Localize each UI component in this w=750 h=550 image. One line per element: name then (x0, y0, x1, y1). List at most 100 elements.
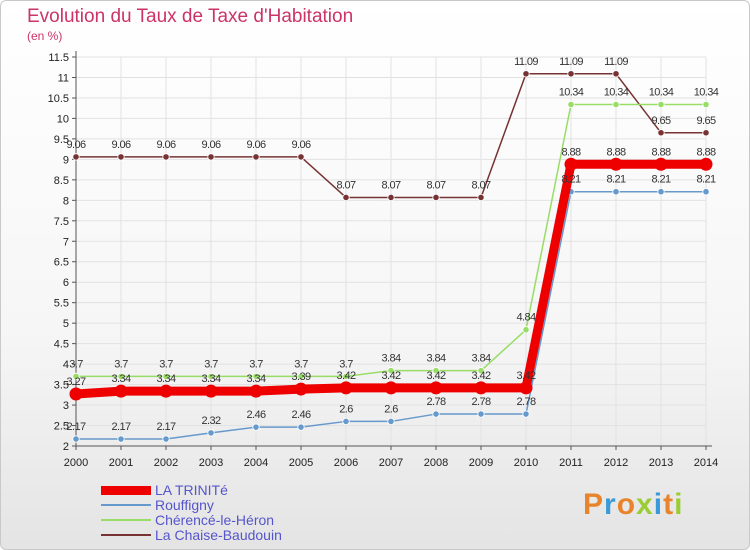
data-label: 9.06 (201, 139, 220, 151)
data-label: 4.84 (516, 312, 535, 324)
legend-swatch (101, 504, 151, 506)
data-label: 3.42 (381, 370, 400, 382)
series-lines (69, 70, 713, 443)
data-point (69, 387, 83, 401)
logo-letter: r (604, 488, 617, 521)
data-point (252, 423, 260, 431)
y-tick-label: 7.5 (54, 216, 69, 228)
legend-label: La Chaise-Baudouin (155, 527, 282, 543)
x-tick-label: 2005 (289, 457, 313, 469)
data-point (384, 381, 398, 395)
data-label: 9.06 (156, 139, 175, 151)
data-point (432, 193, 440, 202)
data-label: 2.6 (384, 403, 398, 415)
data-label: 3.84 (381, 353, 400, 365)
data-label: 11.09 (514, 56, 538, 68)
data-label: 3.7 (339, 358, 353, 370)
data-point (612, 188, 620, 196)
y-tick-label: 4 (63, 359, 69, 371)
y-tick-label: 5.5 (54, 298, 69, 310)
y-tick-label: 11 (58, 72, 69, 84)
y-tick-label: 7 (63, 236, 69, 248)
data-label: 3.42 (336, 370, 355, 382)
data-point (162, 153, 170, 161)
data-point (522, 70, 530, 78)
y-tick-label: 10 (57, 113, 69, 125)
data-label: 8.21 (561, 174, 580, 186)
data-point (387, 193, 395, 202)
logo-letter: i (653, 488, 664, 521)
data-label: 2.78 (516, 396, 535, 408)
data-point (249, 384, 263, 398)
data-labels: 3.27 3.34 3.34 3.34 3.34 3.39 3.42 3.42 3.42 3.42… (66, 56, 719, 433)
legend-label: Chérencé-le-Héron (155, 512, 275, 528)
data-label: 3.7 (114, 358, 128, 370)
data-label: 2.78 (426, 396, 445, 408)
x-tick-label: 2014 (694, 457, 718, 469)
data-label: 2.78 (471, 396, 490, 408)
data-label: 9.06 (66, 139, 85, 151)
y-tick-label: 10.5 (48, 93, 69, 105)
data-label: 3.7 (294, 358, 308, 370)
data-label: 11.09 (604, 56, 628, 68)
x-tick-label: 2009 (469, 457, 493, 469)
logo-letter: P (583, 488, 605, 521)
x-tick-label: 2001 (109, 457, 133, 469)
data-point (162, 435, 170, 443)
data-label: 9.06 (246, 139, 265, 151)
data-label: 2.46 (291, 409, 310, 421)
data-point (207, 153, 215, 161)
data-label: 3.7 (204, 358, 218, 370)
data-point (297, 153, 305, 161)
legend-label: Rouffigny (155, 497, 214, 513)
data-label: 3.34 (111, 373, 130, 385)
data-point (522, 410, 530, 418)
data-label: 3.7 (249, 358, 263, 370)
data-label: 9.06 (111, 139, 130, 151)
data-point (702, 188, 710, 196)
data-point (117, 435, 125, 443)
data-label: 8.07 (336, 179, 355, 191)
data-point (612, 100, 620, 109)
logo-letter: o (616, 488, 637, 521)
chart-subtitle: (en %) (27, 29, 63, 43)
data-point (72, 153, 80, 161)
data-point (567, 70, 575, 78)
data-label: 8.07 (426, 179, 445, 191)
data-point (339, 381, 353, 395)
data-point (567, 100, 575, 109)
y-tick-label: 4.5 (54, 339, 69, 351)
data-label: 3.39 (291, 371, 310, 383)
x-tick-label: 2006 (334, 457, 358, 469)
data-label: 8.88 (606, 146, 625, 158)
x-tick-label: 2000 (64, 457, 88, 469)
legend-swatch (101, 519, 151, 521)
data-label: 2.17 (66, 421, 85, 433)
data-point (429, 381, 443, 395)
data-point (207, 429, 215, 437)
y-tick-label: 2.5 (54, 421, 69, 433)
x-tick-label: 2003 (199, 457, 223, 469)
x-tick-label: 2010 (514, 457, 538, 469)
data-point (72, 372, 80, 380)
y-tick-label: 6 (63, 277, 69, 289)
data-label: 3.7 (159, 358, 173, 370)
data-label: 8.88 (561, 146, 580, 158)
data-label: 3.84 (426, 353, 445, 365)
data-label: 2.17 (156, 421, 175, 433)
data-point (477, 410, 485, 418)
data-point (117, 372, 125, 380)
data-point (252, 372, 260, 380)
data-label: 3.42 (516, 370, 535, 382)
data-label: 2.6 (339, 403, 353, 415)
data-point (432, 410, 440, 418)
y-tick-label: 8.5 (54, 175, 69, 187)
data-label: 9.65 (696, 115, 715, 127)
data-point (612, 70, 620, 78)
data-point (159, 384, 173, 398)
data-point (657, 100, 665, 109)
data-label: 2.17 (111, 421, 130, 433)
x-tick-label: 2013 (649, 457, 673, 469)
